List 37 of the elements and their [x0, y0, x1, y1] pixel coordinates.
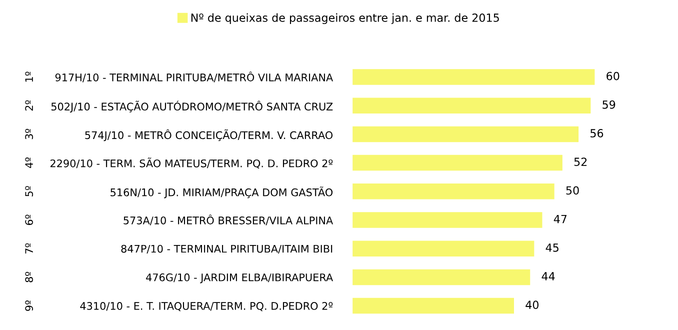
- data-label: 40: [526, 300, 538, 310]
- bar: [352, 98, 591, 114]
- y-tick-label: 502J/10 - ESTAÇÃO AUTÓDROMO/METRÔ SANTA CRUZ: [51, 100, 333, 112]
- bar: [352, 154, 562, 171]
- text: 7º: [25, 243, 33, 254]
- y-tick-label: 917H/10 - TERMINAL PIRITUBA/METRÔ VILA MARIANA: [55, 72, 334, 82]
- text: 2º: [25, 100, 33, 111]
- text: 1º: [25, 72, 33, 82]
- data-label: 60: [606, 72, 620, 80]
- y-tick-label: 847P/10 - TERMINAL PIRITUBA/ITAIM BIBI: [121, 244, 332, 254]
- text: 8º: [25, 272, 34, 282]
- data-label: 59: [602, 100, 616, 109]
- data-label: 50: [566, 186, 579, 195]
- bar: [352, 69, 595, 85]
- data-label: 44: [542, 272, 555, 280]
- text: 4º: [25, 158, 33, 168]
- y-tick-label: 516N/10 - JD. MIRIAM/PRAÇA DOM GASTÃO: [110, 186, 333, 198]
- bar: [352, 269, 530, 286]
- text: 6º: [25, 214, 34, 226]
- bar: [352, 184, 554, 200]
- data-label: 47: [554, 214, 567, 224]
- bar: [352, 240, 534, 256]
- y-tick-label: 4310/10 - E. T. ITAQUERA/TERM. PQ. D.PEDRO 2º: [80, 302, 333, 312]
- bar: [352, 212, 542, 228]
- text: 5º: [25, 186, 34, 196]
- y-tick-label: 574J/10 - METRÔ CONCEIÇÃO/TERM. V. CARRAO: [85, 129, 333, 142]
- bar: [352, 298, 514, 314]
- text: 3º: [25, 128, 34, 140]
- text: 9º: [25, 300, 34, 311]
- y-tick-label: 476G/10 - JARDIM ELBA/IBIRAPUERA: [146, 273, 334, 284]
- data-label: 45: [546, 244, 558, 252]
- data-label: 52: [574, 158, 587, 166]
- y-tick-label: 2290/10 - TERM. SÃO MATEUS/TERM. PQ. D. PEDRO 2º: [50, 158, 333, 169]
- bar: [352, 126, 579, 142]
- y-tick-label: 573A/10 - METRÔ BRESSER/VILA ALPINA: [124, 214, 334, 226]
- legend-label: Nº de queixas de passageiros entre jan. e mar. de 2015: [191, 13, 499, 24]
- data-label: 56: [590, 129, 604, 138]
